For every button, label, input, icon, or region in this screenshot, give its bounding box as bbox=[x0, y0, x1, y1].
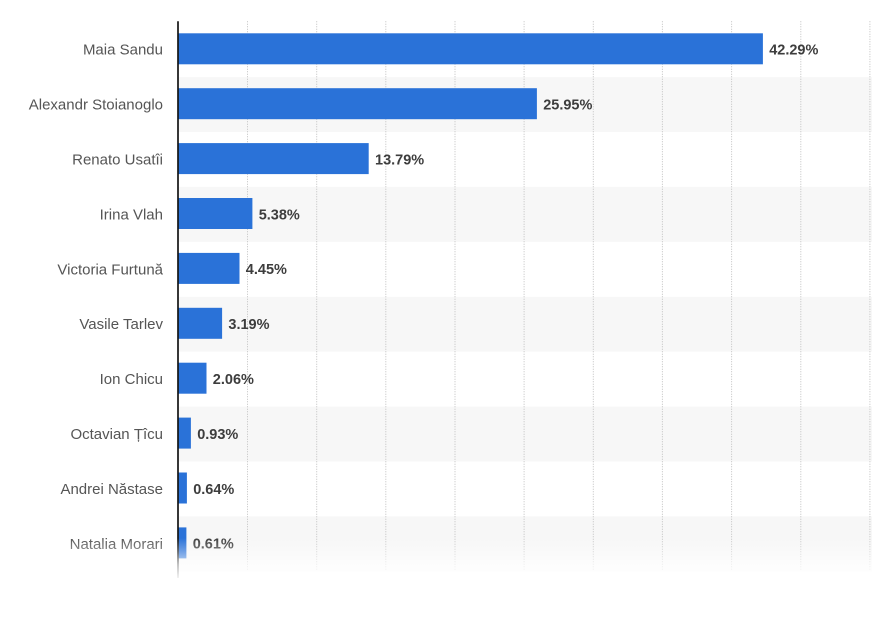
svg-text:Alexandr Stoianoglo: Alexandr Stoianoglo bbox=[29, 97, 163, 114]
svg-text:5.38%: 5.38% bbox=[259, 207, 300, 223]
svg-text:Vasile Tarlev: Vasile Tarlev bbox=[79, 316, 163, 333]
svg-text:Ion Chicu: Ion Chicu bbox=[100, 371, 163, 388]
svg-text:Victoria Furtună: Victoria Furtună bbox=[57, 261, 163, 278]
svg-text:Octavian Țîcu: Octavian Țîcu bbox=[70, 426, 163, 443]
svg-text:13.79%: 13.79% bbox=[375, 152, 424, 168]
svg-text:0.93%: 0.93% bbox=[197, 427, 238, 443]
svg-text:25.95%: 25.95% bbox=[543, 98, 592, 114]
svg-text:0.64%: 0.64% bbox=[193, 482, 234, 498]
svg-text:Andrei Năstase: Andrei Năstase bbox=[60, 481, 163, 498]
svg-text:4.45%: 4.45% bbox=[246, 262, 287, 278]
svg-text:3.19%: 3.19% bbox=[228, 317, 269, 333]
svg-text:Irina Vlah: Irina Vlah bbox=[100, 206, 163, 223]
svg-text:2.06%: 2.06% bbox=[213, 372, 254, 388]
svg-text:42.29%: 42.29% bbox=[769, 43, 818, 59]
svg-text:Maia Sandu: Maia Sandu bbox=[83, 42, 163, 59]
svg-text:Renato Usatîi: Renato Usatîi bbox=[72, 152, 163, 169]
